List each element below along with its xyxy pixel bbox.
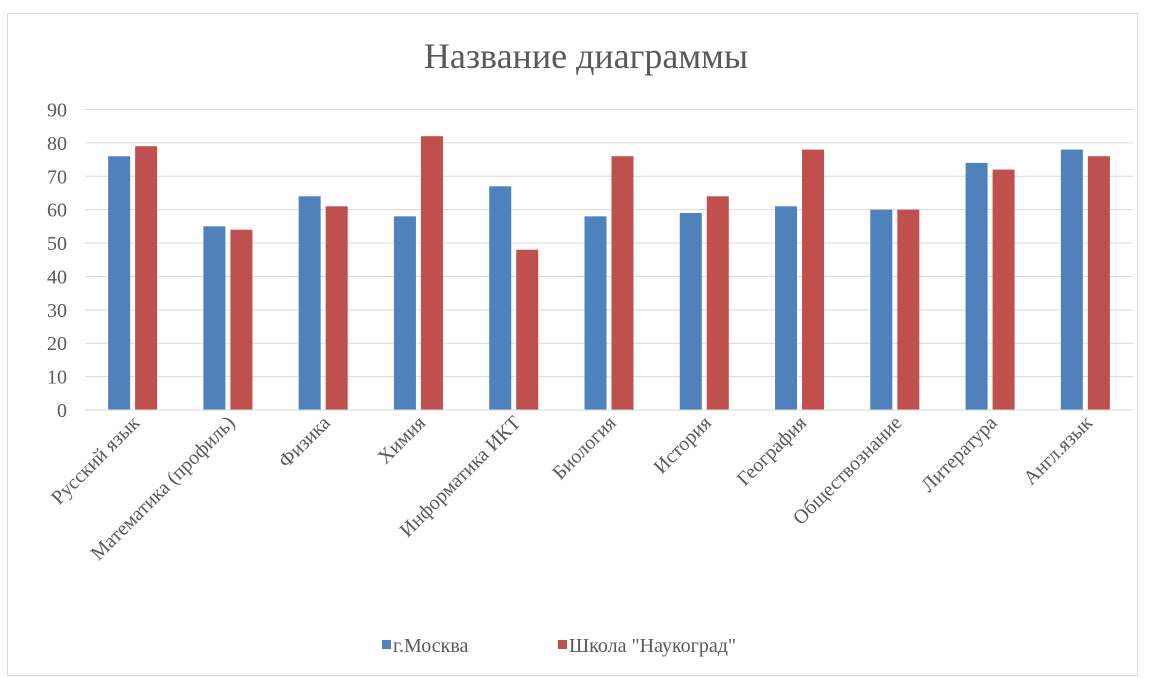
legend: г.Москва Школа "Наукоград" (382, 635, 736, 657)
bar-series-2 (802, 149, 825, 411)
x-tick-label: Литература (917, 412, 1002, 497)
legend-swatch (382, 640, 391, 649)
x-tick-label: Биология (548, 412, 620, 484)
bar-series-1 (1060, 149, 1083, 411)
bar-series-2 (897, 209, 920, 410)
y-axis-ticks: 0 10 20 30 40 50 60 70 80 90 (47, 100, 67, 423)
y-tick-label: 30 (47, 300, 67, 322)
x-tick-label: Англ.язык (1019, 412, 1097, 490)
bar-series-1 (298, 196, 321, 410)
y-tick-label: 90 (47, 100, 67, 122)
bar-series-2 (135, 146, 158, 410)
chart-frame (7, 13, 1138, 676)
bar-series-1 (965, 162, 988, 410)
x-tick-label: Химия (374, 412, 430, 468)
y-tick-label: 70 (47, 166, 67, 188)
x-tick-label: Физика (274, 412, 334, 472)
bar-series-1 (203, 226, 226, 410)
y-tick-label: 0 (57, 400, 67, 422)
bar-series-1 (108, 156, 131, 410)
bar-series-2 (611, 156, 634, 410)
y-tick-label: 40 (47, 266, 67, 288)
y-tick-label: 10 (47, 367, 67, 389)
bar-series-1 (870, 209, 893, 410)
bar-series-1 (393, 216, 416, 410)
bar-series-2 (1087, 156, 1110, 410)
bars (108, 136, 1110, 411)
bar-series-1 (584, 216, 607, 410)
x-tick-label: География (733, 412, 811, 490)
bar-series-2 (325, 206, 348, 410)
bar-series-1 (489, 186, 512, 410)
legend-swatch (558, 640, 567, 649)
bar-series-1 (679, 213, 702, 410)
y-tick-label: 20 (47, 333, 67, 355)
legend-label: г.Москва (393, 635, 469, 657)
y-tick-label: 60 (47, 200, 67, 222)
bar-series-2 (420, 136, 443, 410)
bar-series-2 (230, 229, 253, 410)
x-tick-label: Русский язык (47, 412, 144, 509)
legend-label: Школа "Наукоград" (569, 635, 736, 657)
bar-series-2 (516, 249, 539, 410)
chart-title: Название диаграммы (424, 36, 748, 76)
bar-series-2 (992, 169, 1015, 410)
gridlines (85, 109, 1133, 378)
y-tick-label: 50 (47, 233, 67, 255)
y-tick-label: 80 (47, 133, 67, 155)
x-tick-label: История (650, 412, 716, 478)
bar-series-2 (706, 196, 729, 410)
bar-series-1 (775, 206, 798, 410)
